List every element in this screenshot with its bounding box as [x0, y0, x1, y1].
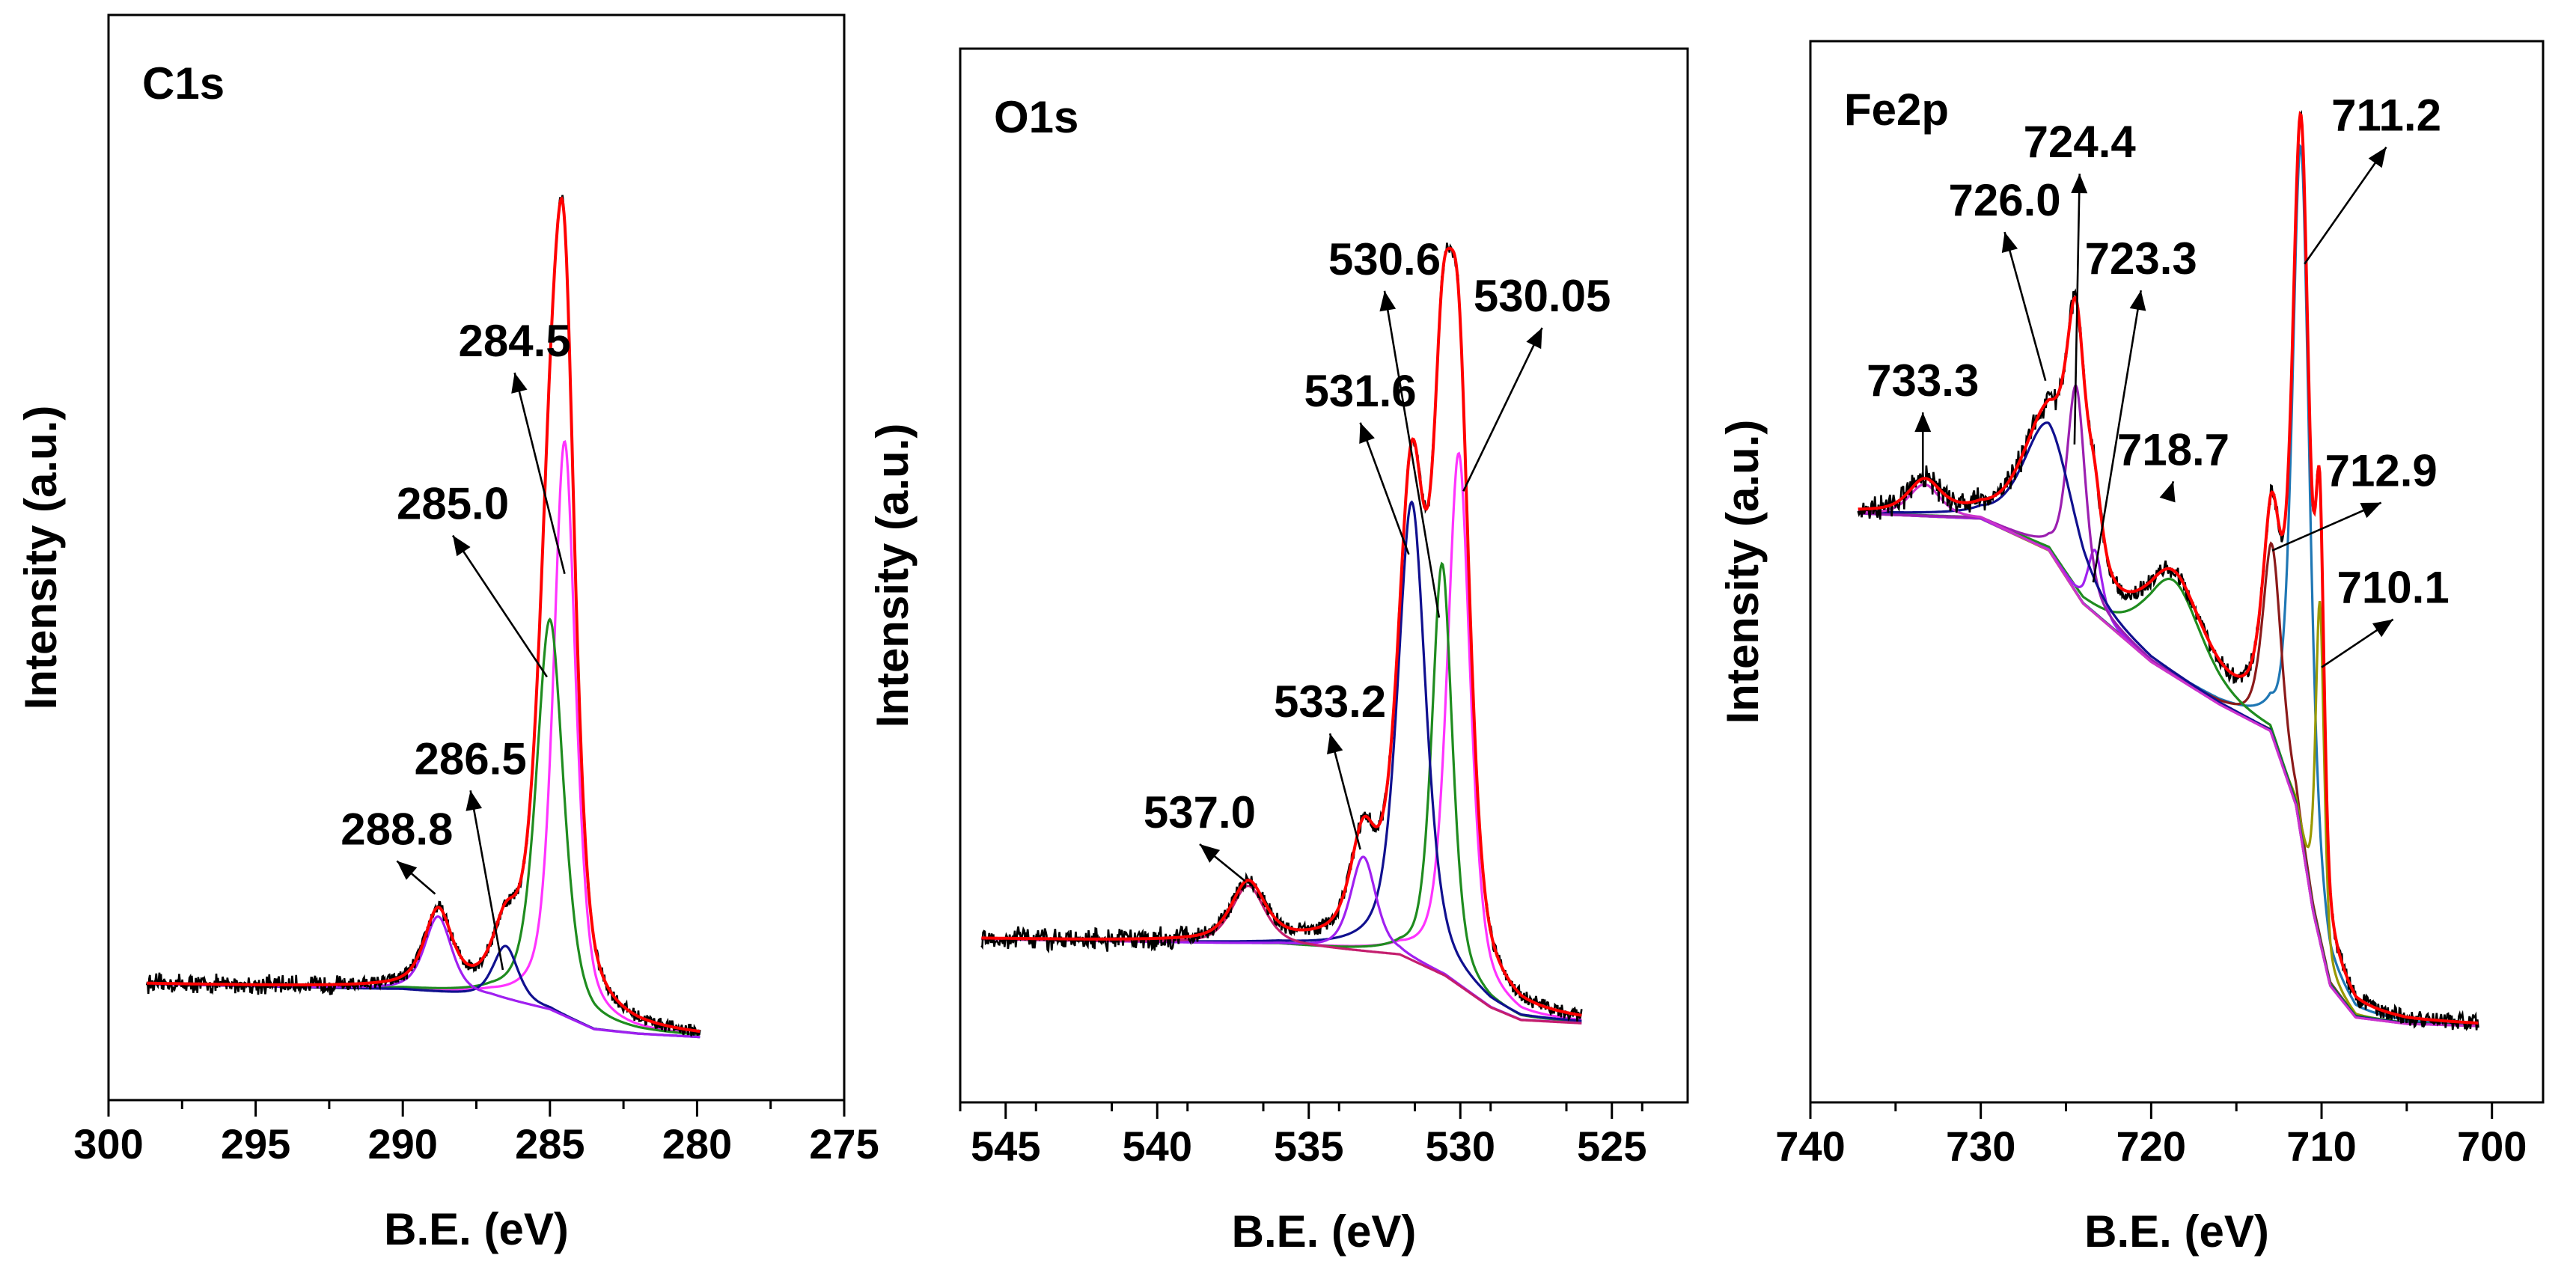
- raw-spectrum: [1857, 110, 2479, 1031]
- peak-label: 284.5: [459, 316, 571, 366]
- peak-label: 288.8: [341, 805, 453, 855]
- x-tick-label: 525: [1577, 1123, 1646, 1170]
- x-tick-label: 540: [1123, 1123, 1192, 1170]
- annotation-arrowhead: [2372, 619, 2393, 638]
- annotation-arrowhead: [1199, 843, 1221, 863]
- peak-label: 718.7: [2117, 424, 2229, 474]
- x-axis-label: B.E. (eV): [1232, 1206, 1417, 1257]
- x-tick-label: 295: [221, 1120, 290, 1167]
- plot-frame: [107, 13, 846, 1102]
- x-axis-label: B.E. (eV): [384, 1204, 569, 1254]
- panel-label: Fe2p: [1844, 85, 1949, 135]
- panel-fe2p: 740 730 720 710 700 B.E. (eV) Intensity (a.u.)…: [1718, 40, 2545, 1257]
- fit-component-726: [1858, 421, 2479, 1027]
- x-axis-label: B.E. (eV): [2084, 1206, 2269, 1257]
- annotation-arrow: [2003, 231, 2047, 382]
- x-tick-label: 535: [1274, 1123, 1343, 1170]
- annotation-arrow: [1462, 327, 1543, 492]
- annotation-arrow: [451, 534, 548, 678]
- annotation-arrowhead: [1327, 733, 1343, 755]
- peak-label: 530.05: [1474, 271, 1611, 321]
- annotation-arrowhead: [2368, 147, 2387, 168]
- annotation-arrow: [513, 372, 566, 575]
- panel-label: O1s: [994, 92, 1078, 142]
- x-tick-label: 730: [1946, 1123, 2015, 1170]
- fit-envelope: [981, 246, 1582, 1017]
- plot-frame: [1809, 40, 2545, 1104]
- annotation-arrowhead: [453, 535, 471, 557]
- peak-label: 711.2: [2331, 91, 2441, 141]
- annotation-arrowhead: [1914, 412, 1932, 433]
- fit-component-537: [981, 884, 1582, 1025]
- plot-frame: [959, 47, 1689, 1104]
- raw-spectrum: [980, 242, 1583, 1022]
- fit-component-733-3: [1858, 483, 2479, 1028]
- x-tick-label: 710: [2286, 1123, 2356, 1170]
- panel-c1s: 300 295 290 285 280 275 B.E. (eV) Intensity (a.…: [16, 13, 879, 1254]
- annotation-arrow: [1383, 290, 1441, 618]
- peak-label: 723.3: [2085, 233, 2197, 284]
- x-tick-label: 720: [2116, 1123, 2186, 1170]
- y-axis-label: Intensity (a.u.): [867, 424, 918, 728]
- annotation-arrowhead: [1359, 422, 1375, 444]
- annotation-arrow: [2073, 174, 2081, 445]
- x-tick-label: 300: [73, 1120, 143, 1167]
- annotation-arrowhead: [2159, 481, 2176, 503]
- annotation-arrowhead: [511, 373, 528, 394]
- annotation-arrowhead: [2360, 502, 2381, 519]
- peak-label: 533.2: [1274, 677, 1386, 727]
- annotation-arrowhead: [2071, 174, 2088, 194]
- x-tick-label: 545: [971, 1123, 1040, 1170]
- peak-label: 286.5: [415, 733, 527, 784]
- peak-label: 712.9: [2325, 446, 2438, 496]
- peak-label: 724.4: [2024, 117, 2137, 167]
- peak-label: 285.0: [397, 479, 509, 529]
- peak-label: 733.3: [1867, 355, 1979, 406]
- annotation-arrow: [2304, 146, 2387, 265]
- panel-o1s: 545 540 535 530 525 B.E. (eV) Intensity (a.u.)…: [867, 47, 1689, 1257]
- x-tick-label: 285: [515, 1120, 585, 1167]
- fit-component-286-5: [147, 944, 701, 1039]
- x-tick-label: 275: [809, 1120, 879, 1167]
- annotation-arrow: [2271, 501, 2382, 552]
- annotation-arrowhead: [466, 790, 483, 811]
- peak-label: 531.6: [1304, 366, 1417, 416]
- annotation-arrow: [469, 790, 504, 971]
- x-tick-label: 280: [662, 1120, 732, 1167]
- x-tick-label: 700: [2457, 1123, 2527, 1170]
- y-axis-label: Intensity (a.u.): [16, 406, 66, 710]
- annotation-arrow: [1328, 733, 1361, 850]
- peak-label: 726.0: [1948, 175, 2060, 225]
- x-tick-label: 740: [1775, 1123, 1845, 1170]
- raw-spectrum: [145, 195, 701, 1037]
- annotation-arrowhead: [1526, 328, 1542, 349]
- annotation-arrowhead: [2001, 232, 2018, 254]
- fit-envelope: [147, 196, 701, 1034]
- peak-label: 537.0: [1144, 787, 1256, 837]
- x-tick-label: 530: [1426, 1123, 1495, 1170]
- annotation-arrowhead: [2129, 290, 2146, 311]
- annotation-arrowhead: [1379, 290, 1397, 312]
- annotation-arrowhead: [397, 861, 418, 880]
- peak-label: 530.6: [1328, 234, 1441, 284]
- annotation-arrow: [2092, 290, 2142, 583]
- y-axis-label: Intensity (a.u.): [1718, 420, 1768, 724]
- fit-component-530-6: [981, 561, 1582, 1023]
- x-tick-label: 290: [367, 1120, 437, 1167]
- panel-label: C1s: [142, 58, 225, 109]
- fit-envelope: [1858, 110, 2479, 1025]
- annotation-arrow: [1359, 422, 1410, 555]
- peak-label: 710.1: [2337, 563, 2450, 613]
